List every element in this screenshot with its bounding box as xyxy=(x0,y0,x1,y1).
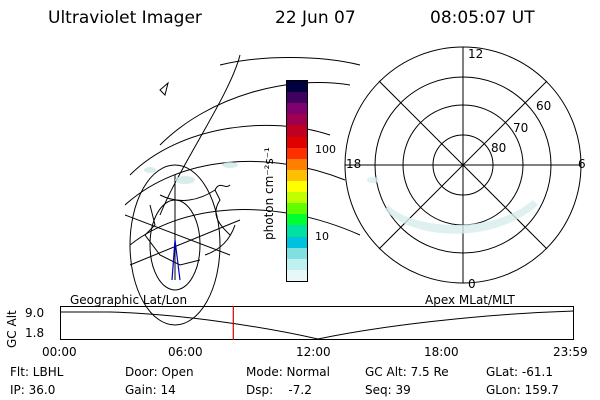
time-label: 08:05:07 UT xyxy=(430,8,535,28)
altitude-ylabel: GC Alt xyxy=(5,310,19,348)
dsp-status: Dsp: -7.2 xyxy=(246,383,312,397)
xtick-2359: 23:59 xyxy=(553,345,588,359)
mlt-label-0: 0 xyxy=(468,277,476,291)
colorbar-segment xyxy=(287,225,307,237)
colorbar-segment xyxy=(287,136,307,148)
colorbar-tick-10-label: 10 xyxy=(315,230,329,243)
colorbar-segment xyxy=(287,147,307,159)
door-status: Door: Open xyxy=(125,365,194,379)
lat-label-70: 70 xyxy=(513,121,529,135)
ip-status: IP: 36.0 xyxy=(10,383,56,397)
colorbar xyxy=(286,80,308,282)
altitude-curve xyxy=(60,310,575,340)
lat-label-80: 80 xyxy=(491,141,507,155)
left-map-caption: Geographic Lat/Lon xyxy=(70,293,188,307)
mlt-label-18: 18 xyxy=(346,157,362,171)
mode-status: Mode: Normal xyxy=(246,365,330,379)
colorbar-segment xyxy=(287,92,307,104)
altitude-ytick-high: 9.0 xyxy=(25,306,45,320)
polar-map xyxy=(344,46,582,284)
altitude-ytick-low: 1.8 xyxy=(25,326,45,340)
seq-status: Seq: 39 xyxy=(365,383,411,397)
lat-label-60: 60 xyxy=(536,99,552,113)
colorbar-segment xyxy=(287,180,307,193)
colorbar-segment xyxy=(287,103,307,115)
flt-status: Flt: LBHL xyxy=(10,365,64,379)
colorbar-segment xyxy=(287,81,307,93)
colorbar-segment xyxy=(287,269,307,281)
right-map-caption: Apex MLat/MLT xyxy=(425,293,515,307)
colorbar-segment xyxy=(287,125,307,137)
xtick-1800: 18:00 xyxy=(424,345,459,359)
colorbar-segment xyxy=(287,114,307,126)
gain-status: Gain: 14 xyxy=(125,383,176,397)
mlt-label-6: 6 xyxy=(578,157,586,171)
colorbar-unit: photon cm⁻²s⁻¹ xyxy=(262,147,276,240)
instrument-title: Ultraviolet Imager xyxy=(48,8,202,28)
colorbar-segment xyxy=(287,169,307,181)
colorbar-tick-100-label: 100 xyxy=(315,143,336,156)
colorbar-segment xyxy=(287,214,307,226)
colorbar-segment xyxy=(287,247,307,259)
glon-status: GLon: 159.7 xyxy=(486,383,559,397)
geographic-map xyxy=(124,54,361,326)
mlt-label-12: 12 xyxy=(468,47,484,61)
colorbar-segment xyxy=(287,258,307,270)
gcalt-status: GC Alt: 7.5 Re xyxy=(365,365,449,379)
colorbar-segment xyxy=(287,158,307,170)
xtick-0600: 06:00 xyxy=(168,345,203,359)
colorbar-segment xyxy=(287,203,307,215)
xtick-1200: 12:00 xyxy=(296,345,331,359)
glat-status: GLat: -61.1 xyxy=(486,365,553,379)
xtick-0000: 00:00 xyxy=(42,345,77,359)
altitude-plot xyxy=(60,306,575,340)
colorbar-segment xyxy=(287,236,307,248)
date-label: 22 Jun 07 xyxy=(275,8,356,28)
colorbar-segment xyxy=(287,192,307,204)
